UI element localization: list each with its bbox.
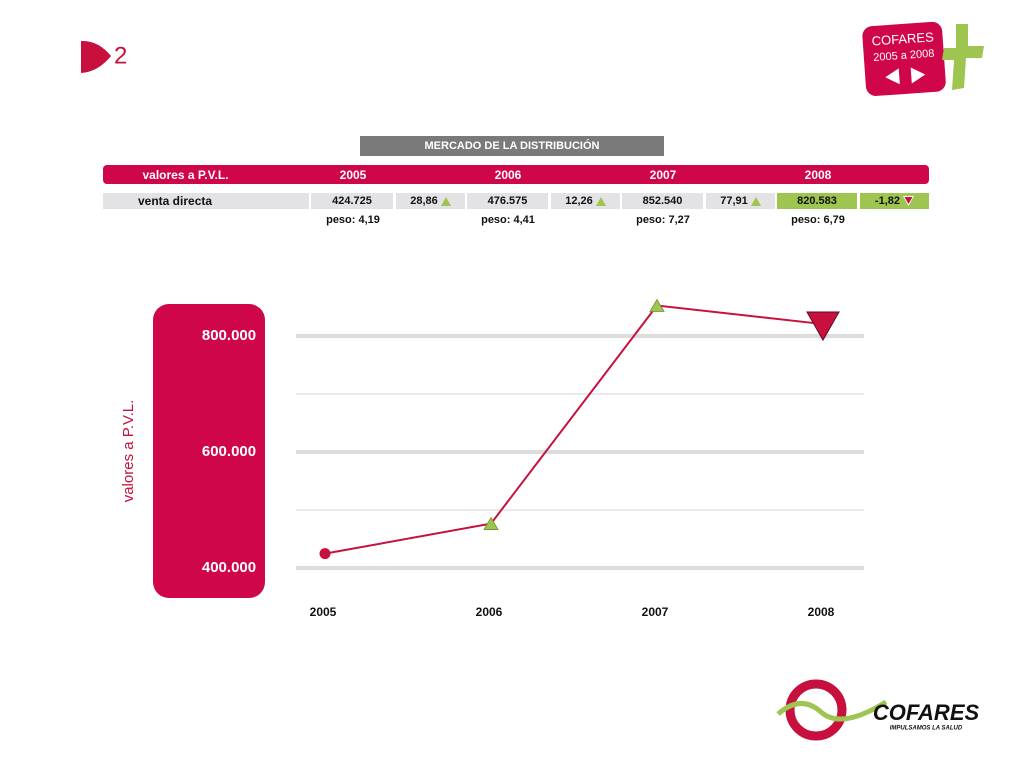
table-title: MERCADO DE LA DISTRIBUCIÓN xyxy=(360,136,664,156)
cell: 820.583 xyxy=(777,193,857,209)
column-header: 2005 xyxy=(339,167,367,182)
footer-logo: COFARES IMPULSAMOS LA SALUD xyxy=(776,679,980,741)
badge: COFARES 2005 a 2008 xyxy=(862,21,984,96)
cell-text: 12,26 xyxy=(565,195,593,207)
cell-text: 77,91 xyxy=(720,195,748,207)
line xyxy=(324,304,824,555)
x-tick-label: 2005 xyxy=(310,605,337,619)
x-tick-label: 2006 xyxy=(476,605,503,619)
column-header: 2006 xyxy=(494,167,522,182)
cell: -1,82 xyxy=(860,193,929,209)
badge-subtitle: 2005 a 2008 xyxy=(873,48,935,64)
cell-text: 852.540 xyxy=(642,195,683,207)
cell-text: 28,86 xyxy=(410,195,438,207)
brand: COFARES xyxy=(873,700,980,725)
cell: 424.725 xyxy=(311,193,393,209)
x-tick-label: 2008 xyxy=(808,605,835,619)
row-label: venta directa xyxy=(103,193,309,209)
weight: peso: 7,27 xyxy=(636,214,690,226)
marker xyxy=(649,298,665,312)
cell-text: -1,82 xyxy=(874,195,900,207)
weight: peso: 6,79 xyxy=(791,214,845,226)
cell: 476.575 xyxy=(467,193,548,209)
cell-text: 820.583 xyxy=(797,195,837,207)
up-icon xyxy=(440,196,451,206)
marker xyxy=(483,516,499,530)
y-tick-label: 800.000 xyxy=(202,327,256,344)
marker xyxy=(806,311,840,342)
x-tick-label: 2007 xyxy=(642,605,669,619)
axis-panel xyxy=(153,304,265,598)
cell-text: 476.575 xyxy=(487,195,528,207)
column-header: 2008 xyxy=(804,167,832,182)
weight: peso: 4,41 xyxy=(481,214,535,226)
column-header: valores a P.V.L. xyxy=(142,167,229,182)
cell: 852.540 xyxy=(622,193,703,209)
y-tick-label: 600.000 xyxy=(202,443,256,460)
weight: peso: 4,19 xyxy=(326,214,380,226)
cell: 77,91 xyxy=(706,193,775,209)
column-header: 2007 xyxy=(649,167,677,182)
up-icon xyxy=(750,196,761,206)
badge-title: COFARES xyxy=(871,29,934,48)
down-icon xyxy=(903,196,915,206)
cell-text: 424.725 xyxy=(332,195,372,207)
tagline: IMPULSAMOS LA SALUD xyxy=(890,726,963,732)
row-label-text: venta directa xyxy=(138,194,213,208)
cell: 28,86 xyxy=(396,193,465,209)
slide-number: 2 xyxy=(114,42,127,69)
y-tick-label: 400.000 xyxy=(202,559,256,576)
marker xyxy=(319,548,331,560)
header-row xyxy=(103,165,929,184)
cell: 12,26 xyxy=(551,193,620,209)
y-axis-label: valores a P.V.L. xyxy=(120,400,137,503)
slide-marker: 2 xyxy=(81,40,127,73)
up-icon xyxy=(595,196,606,206)
